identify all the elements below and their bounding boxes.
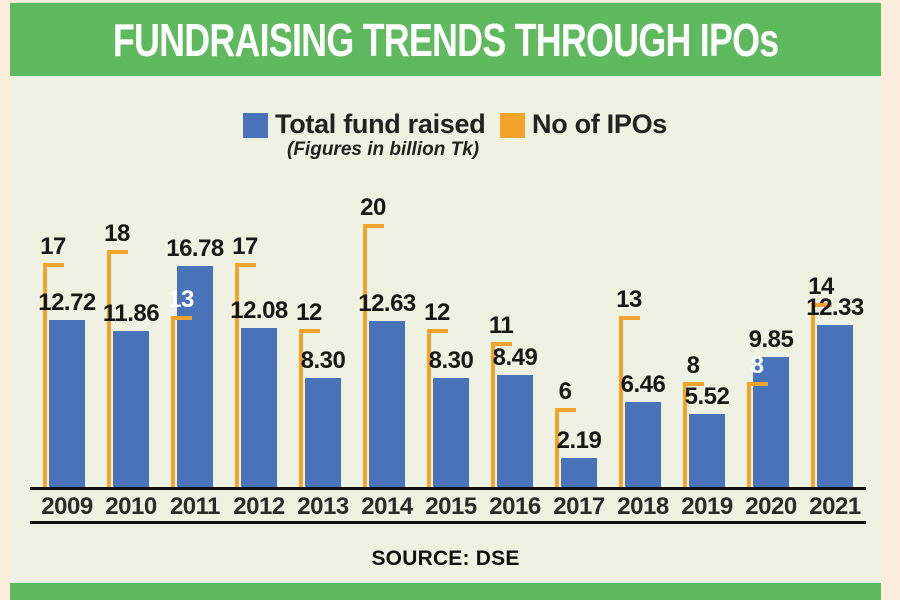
- fund-value-label: 2.19: [556, 427, 602, 454]
- ipo-marker-tip: [747, 382, 768, 386]
- ipo-count-label: 12: [296, 299, 322, 326]
- ipo-marker-tip: [683, 382, 704, 386]
- ipo-count-label: 6: [558, 378, 572, 405]
- footer-green-strip: [10, 583, 881, 600]
- ipo-marker-line: [299, 329, 303, 487]
- year-label: 2017: [553, 493, 605, 520]
- legend-units-note: (Figures in billion Tk): [287, 139, 480, 160]
- legend-swatch-ipo-orange: [500, 113, 525, 138]
- source-caption: SOURCE: DSE: [371, 547, 520, 570]
- year-label: 2011: [169, 493, 221, 520]
- ipo-marker-tip: [363, 224, 384, 228]
- ipo-marker-line: [555, 408, 559, 487]
- ipo-marker-line: [107, 250, 111, 487]
- fund-bar: [433, 378, 469, 487]
- fund-bar: [113, 331, 149, 487]
- ipo-marker-tip: [491, 342, 512, 346]
- fund-bar: [625, 402, 661, 487]
- ipo-marker-tip: [299, 329, 320, 333]
- legend-swatch-fund-blue: [243, 113, 268, 138]
- x-axis-labels: 2009 2010 2011 2012 2013 2014 2015 2016 2017 2018…: [30, 493, 866, 521]
- fund-value-label: 12.72: [38, 289, 96, 316]
- fund-value-label: 9.85: [748, 326, 794, 353]
- fund-value-label: 8.49: [492, 344, 538, 371]
- year-label: 2019: [681, 493, 733, 520]
- fund-bar: [369, 321, 405, 487]
- ipo-count-label: 18: [104, 220, 130, 247]
- ipo-count-label: 20: [360, 194, 386, 221]
- ipo-marker-line: [43, 263, 47, 487]
- fund-bar: [689, 414, 725, 487]
- fund-value-label: 11.86: [102, 300, 160, 327]
- ipo-marker-line: [619, 316, 623, 487]
- ipo-bar-chart: 12.72 17 11.86 18 16.78 13 12.08 17 8.30 12 12.63 2…: [30, 184, 866, 487]
- page-title: FUNDRAISING TRENDS THROUGH IPOs: [112, 13, 779, 66]
- infographic-card: FUNDRAISING TRENDS THROUGH IPOs Total fu…: [10, 3, 881, 600]
- fund-bar: [177, 266, 213, 487]
- ipo-marker-tip: [427, 329, 448, 333]
- fund-value-label: 16.78: [166, 235, 224, 262]
- ipo-count-label: 8: [750, 352, 764, 379]
- ipo-marker-line: [171, 316, 175, 487]
- ipo-count-label: 14: [808, 273, 834, 300]
- ipo-marker-tip: [171, 316, 192, 320]
- ipo-count-label: 11: [488, 312, 514, 339]
- ipo-marker-line: [747, 382, 751, 487]
- fund-value-label: 12.08: [230, 297, 288, 324]
- x-axis-underline: [30, 521, 866, 524]
- year-label: 2012: [233, 493, 285, 520]
- year-label: 2014: [361, 493, 413, 520]
- fund-bar: [497, 375, 533, 487]
- year-label: 2015: [425, 493, 477, 520]
- ipo-count-label: 13: [168, 286, 194, 313]
- year-label: 2009: [41, 493, 93, 520]
- legend-label-ipo: No of IPOs: [532, 109, 668, 139]
- fund-value-label: 6.46: [620, 371, 666, 398]
- ipo-marker-tip: [235, 263, 256, 267]
- fund-bar: [49, 320, 85, 487]
- title-banner: FUNDRAISING TRENDS THROUGH IPOs: [10, 3, 881, 76]
- fund-bar: [561, 458, 597, 487]
- fund-value-label: 12.33: [806, 294, 864, 321]
- ipo-marker-line: [491, 342, 495, 487]
- fund-value-label: 8.30: [428, 347, 474, 374]
- year-label: 2020: [745, 493, 797, 520]
- fund-bar: [305, 378, 341, 487]
- year-label: 2010: [105, 493, 157, 520]
- year-label: 2018: [617, 493, 669, 520]
- legend-label-fund: Total fund raised: [275, 109, 486, 139]
- ipo-count-label: 8: [686, 352, 700, 379]
- ipo-count-label: 13: [616, 286, 642, 313]
- ipo-marker-line: [427, 329, 431, 487]
- fund-value-label: 8.30: [300, 347, 346, 374]
- year-label: 2013: [297, 493, 349, 520]
- ipo-marker-tip: [43, 263, 64, 267]
- ipo-marker-tip: [107, 250, 128, 254]
- ipo-marker-line: [363, 224, 367, 487]
- ipo-marker-line: [683, 382, 687, 487]
- fund-bar: [753, 357, 789, 487]
- ipo-marker-tip: [555, 408, 576, 412]
- ipo-marker-line: [235, 263, 239, 487]
- ipo-marker-line: [811, 303, 815, 487]
- ipo-count-label: 12: [424, 299, 450, 326]
- ipo-marker-tip: [619, 316, 640, 320]
- year-label: 2016: [489, 493, 541, 520]
- year-label: 2021: [809, 493, 861, 520]
- ipo-count-label: 17: [232, 233, 258, 260]
- ipo-count-label: 17: [40, 233, 66, 260]
- fund-bar: [817, 325, 853, 487]
- x-axis-baseline: [30, 487, 866, 490]
- fund-bar: [241, 328, 277, 487]
- ipo-marker-tip: [811, 303, 832, 307]
- fund-value-label: 5.52: [684, 383, 730, 410]
- fund-value-label: 12.63: [358, 290, 416, 317]
